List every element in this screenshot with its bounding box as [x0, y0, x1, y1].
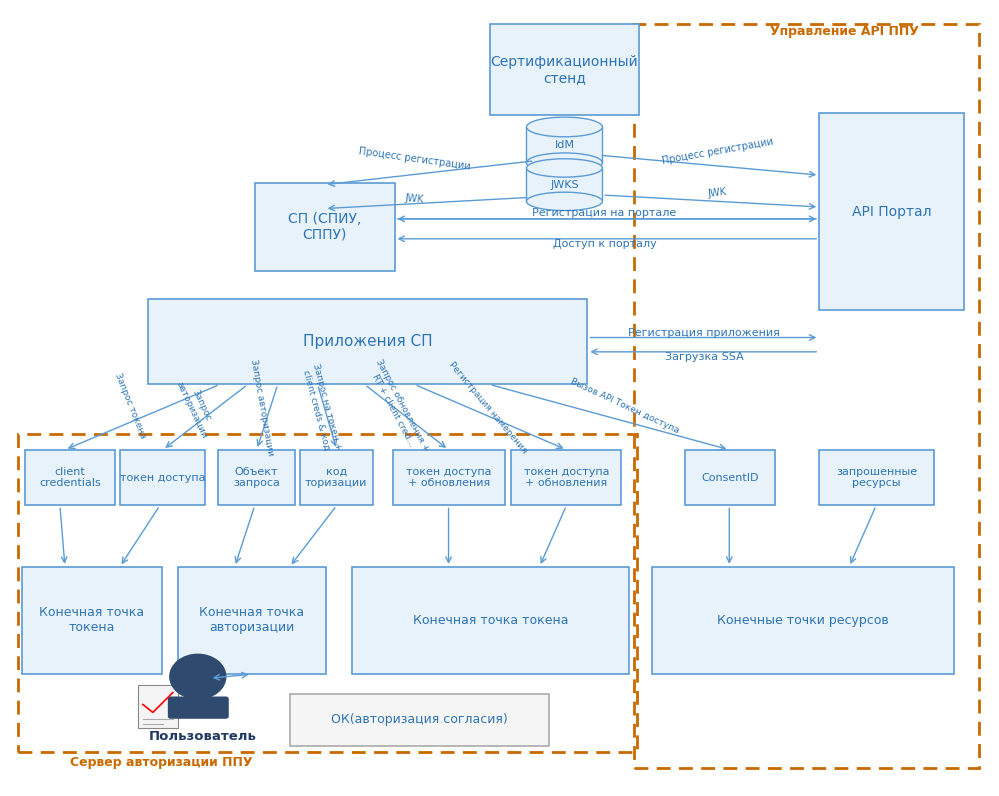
FancyBboxPatch shape — [490, 24, 639, 115]
Text: запрошенные
ресурсы: запрошенные ресурсы — [836, 466, 917, 489]
Text: Запрос авторизации: Запрос авторизации — [249, 358, 275, 457]
FancyBboxPatch shape — [511, 450, 621, 505]
FancyBboxPatch shape — [178, 567, 326, 674]
Text: Конечная точка
токена: Конечная точка токена — [39, 607, 145, 634]
FancyBboxPatch shape — [255, 183, 395, 271]
Text: API Портал: API Портал — [852, 205, 931, 219]
Text: Запрос
авторизации: Запрос авторизации — [175, 376, 219, 439]
Text: client
credentials: client credentials — [39, 466, 101, 489]
Bar — [526, 168, 602, 201]
Text: Регистрация приложения: Регистрация приложения — [628, 328, 780, 338]
FancyBboxPatch shape — [168, 696, 229, 719]
Text: токен доступа
+ обновления: токен доступа + обновления — [523, 466, 609, 489]
Text: Доступ к порталу: Доступ к порталу — [552, 240, 656, 249]
FancyBboxPatch shape — [685, 450, 775, 505]
Text: JWKS: JWKS — [550, 180, 578, 189]
FancyBboxPatch shape — [819, 450, 934, 505]
Text: Конечная точка токена: Конечная точка токена — [413, 614, 568, 627]
Text: Вызов API Токен доступа: Вызов API Токен доступа — [568, 377, 680, 435]
Ellipse shape — [526, 117, 602, 137]
Text: Конечная точка
авторизации: Конечная точка авторизации — [199, 607, 305, 634]
Text: JWK: JWK — [707, 186, 727, 199]
Text: IdM: IdM — [554, 140, 574, 150]
FancyBboxPatch shape — [290, 694, 549, 746]
Text: код
торизации: код торизации — [305, 466, 368, 489]
Text: Пользователь: Пользователь — [149, 730, 257, 743]
Text: СП (СПИУ,
СППУ): СП (СПИУ, СППУ) — [288, 212, 362, 242]
FancyBboxPatch shape — [652, 567, 954, 674]
Text: Приложения СП: Приложения СП — [303, 334, 433, 349]
Text: Процесс регистрации: Процесс регистрации — [358, 146, 472, 172]
Circle shape — [170, 654, 226, 699]
Text: Объект
запроса: Объект запроса — [233, 466, 280, 489]
Ellipse shape — [526, 158, 602, 178]
FancyBboxPatch shape — [25, 450, 115, 505]
FancyBboxPatch shape — [120, 450, 205, 505]
FancyBboxPatch shape — [22, 567, 162, 674]
FancyBboxPatch shape — [148, 299, 587, 384]
Text: JWK: JWK — [405, 193, 425, 205]
Text: Регистрация намерения: Регистрация намерения — [447, 360, 528, 455]
Text: Запрос на токен +
client creds & код: Запрос на токен + client creds & код — [301, 363, 343, 454]
FancyBboxPatch shape — [352, 567, 629, 674]
FancyBboxPatch shape — [218, 450, 295, 505]
Bar — [526, 127, 602, 163]
Bar — [138, 685, 178, 728]
Text: ОК(авторизация согласия): ОК(авторизация согласия) — [332, 713, 507, 727]
Text: Регистрация на портале: Регистрация на портале — [532, 209, 676, 218]
Text: Сертификационный
стенд: Сертификационный стенд — [491, 55, 638, 84]
Text: Управление API ППУ: Управление API ППУ — [769, 25, 919, 38]
FancyBboxPatch shape — [393, 450, 505, 505]
Text: Сервер авторизации ППУ: Сервер авторизации ППУ — [70, 756, 253, 769]
Text: Загрузка SSA: Загрузка SSA — [665, 352, 743, 361]
Text: токен доступа
+ обновления: токен доступа + обновления — [407, 466, 492, 489]
FancyBboxPatch shape — [819, 113, 964, 310]
Ellipse shape — [526, 153, 602, 173]
FancyBboxPatch shape — [300, 450, 373, 505]
Text: Запрос токена: Запрос токена — [113, 372, 147, 440]
Ellipse shape — [526, 192, 602, 211]
Text: ConsentID: ConsentID — [701, 473, 759, 482]
Text: токен доступа: токен доступа — [120, 473, 205, 482]
Text: Запрос обновления +
RT + client cred...: Запрос обновления + RT + client cred... — [365, 358, 431, 458]
Text: Процесс регистрации: Процесс регистрации — [661, 137, 773, 166]
Text: Конечные точки ресурсов: Конечные точки ресурсов — [717, 614, 889, 627]
